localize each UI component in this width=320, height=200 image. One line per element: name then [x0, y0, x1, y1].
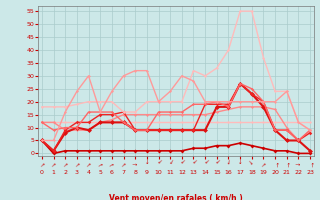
Text: ↓: ↓ — [120, 159, 127, 166]
Text: ↓: ↓ — [167, 159, 173, 166]
Text: ↓: ↓ — [190, 159, 197, 166]
Text: ↓: ↓ — [62, 159, 68, 166]
Text: ↓: ↓ — [85, 159, 92, 166]
Text: ↓: ↓ — [145, 160, 149, 165]
Text: ↓: ↓ — [133, 160, 138, 165]
Text: ↓: ↓ — [155, 159, 162, 166]
Text: ↓: ↓ — [213, 159, 220, 166]
Text: ↓: ↓ — [273, 160, 277, 165]
Text: ↓: ↓ — [296, 160, 301, 165]
Text: ↓: ↓ — [108, 159, 115, 166]
Text: ↓: ↓ — [260, 159, 267, 166]
Text: ↓: ↓ — [50, 159, 57, 166]
Text: ↓: ↓ — [179, 159, 185, 166]
Text: ↓: ↓ — [38, 159, 45, 166]
Text: ↓: ↓ — [226, 160, 231, 165]
Text: ↓: ↓ — [284, 160, 289, 165]
Text: ↓: ↓ — [97, 159, 104, 166]
Text: ↓: ↓ — [238, 160, 243, 165]
X-axis label: Vent moyen/en rafales ( km/h ): Vent moyen/en rafales ( km/h ) — [109, 194, 243, 200]
Text: ↓: ↓ — [248, 159, 255, 166]
Text: ↓: ↓ — [74, 159, 80, 166]
Text: ↓: ↓ — [202, 159, 209, 166]
Text: ↓: ↓ — [308, 160, 312, 165]
